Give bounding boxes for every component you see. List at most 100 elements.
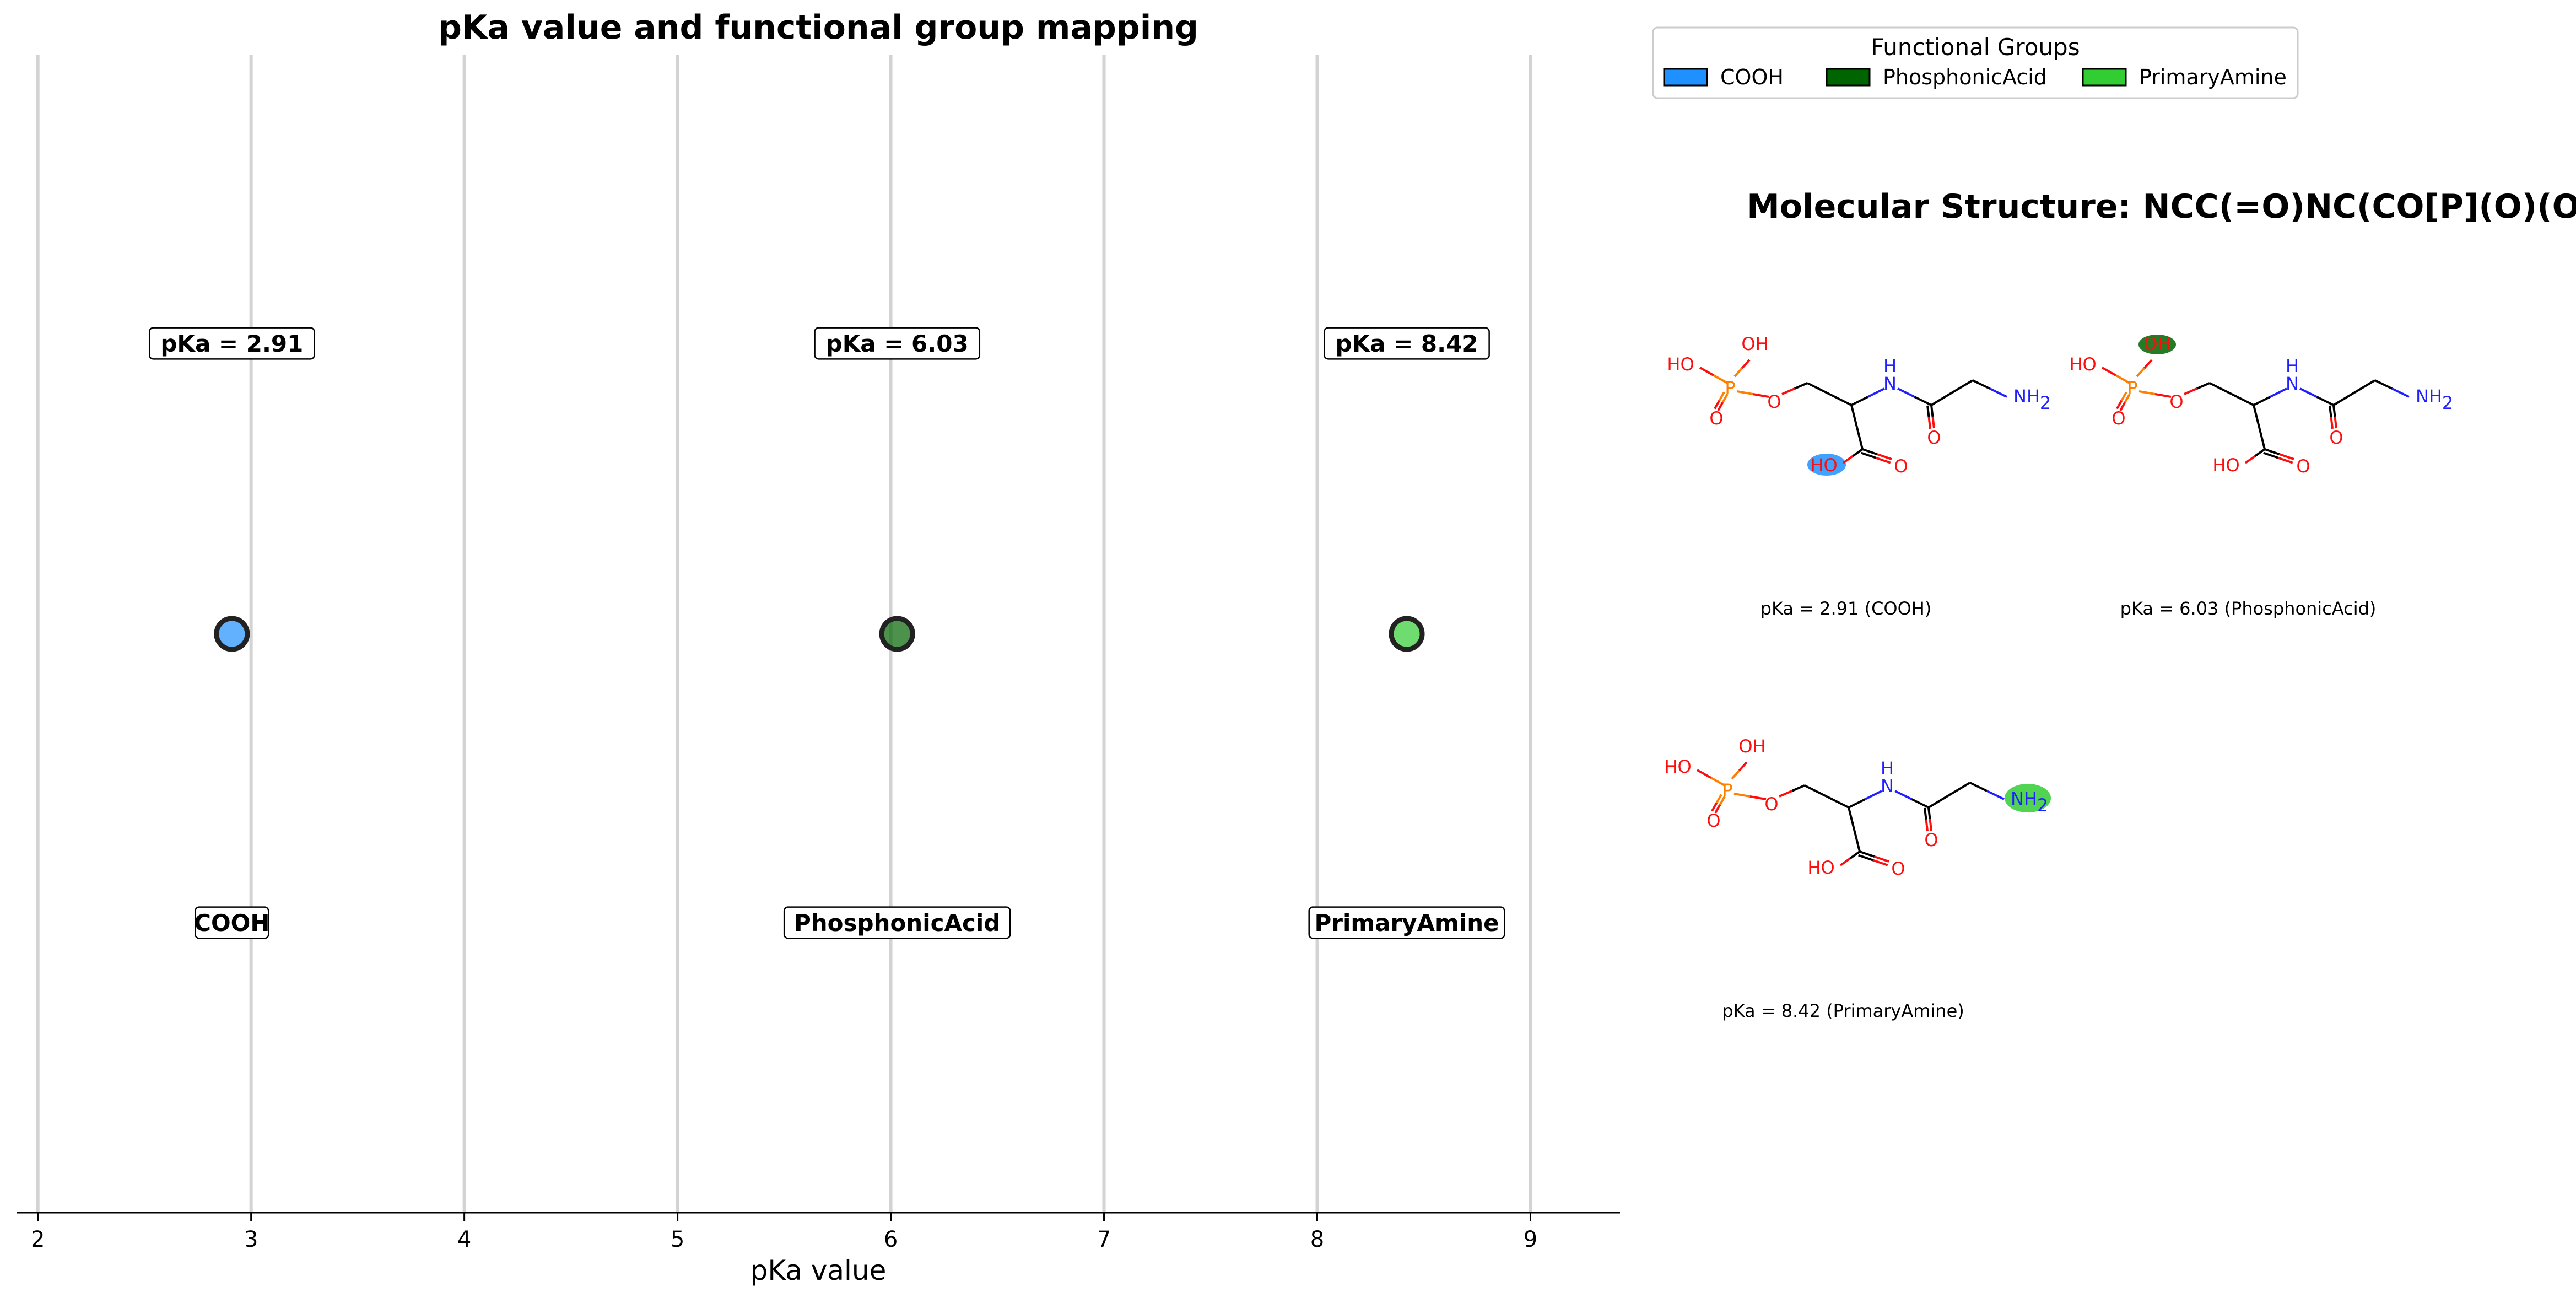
atom-label: O xyxy=(1894,456,1908,477)
atom-label: HO xyxy=(2069,354,2096,375)
bond xyxy=(2253,396,2271,406)
bond xyxy=(1717,402,1724,411)
legend-swatch xyxy=(1663,68,1708,87)
bond xyxy=(1738,761,1748,772)
data-point xyxy=(1389,616,1425,652)
pka-value-label-text: pKa = 6.03 xyxy=(826,330,969,357)
atom-label: H xyxy=(2286,356,2299,376)
bond xyxy=(1931,416,1935,429)
bond xyxy=(1875,456,1891,464)
x-axis-ticks: 2 3 4 5 6 7 8 9 xyxy=(31,1213,1537,1252)
bond xyxy=(2138,390,2156,395)
bond xyxy=(1749,795,1767,800)
legend-items: COOH PhosphonicAcid PrimaryAmine xyxy=(1663,65,2287,89)
legend: Functional Groups COOH PhosphonicAcid Prim… xyxy=(1652,26,2299,99)
structure-caption: pKa = 6.03 (PhosphonicAcid) xyxy=(2120,598,2377,619)
bond xyxy=(1804,784,1827,798)
legend-item-label: PhosphonicAcid xyxy=(1883,65,2047,89)
data-marks: pKa = 2.91 COOH pKa = 6.03 PhosphonicAcid pK… xyxy=(148,327,1505,939)
atom-label: O xyxy=(2296,456,2310,477)
atom-label: N xyxy=(2286,373,2299,394)
bond xyxy=(1989,387,2007,398)
atom-label: N xyxy=(1881,776,1894,796)
bond xyxy=(2332,405,2336,417)
bond xyxy=(1711,802,1718,812)
bond xyxy=(2332,391,2355,406)
bond xyxy=(2231,393,2254,406)
atom-label: H xyxy=(1881,758,1894,779)
atom-label: O xyxy=(2111,408,2125,429)
legend-item-label: PrimaryAmine xyxy=(2139,65,2287,89)
bond xyxy=(2299,387,2318,398)
x-tick-label: 4 xyxy=(457,1227,471,1252)
bond xyxy=(1733,367,1743,378)
bond xyxy=(2277,456,2293,464)
pka-value-label: pKa = 6.03 xyxy=(814,327,981,360)
bond xyxy=(2278,453,2294,460)
atom-label: O xyxy=(1764,794,1778,815)
bond xyxy=(1925,819,1929,832)
atom-label: H xyxy=(1883,356,1897,376)
bond xyxy=(2184,387,2197,395)
bond xyxy=(1926,405,1930,418)
x-tick-label: 6 xyxy=(884,1227,898,1252)
atom-label: O xyxy=(1927,427,1941,448)
atom-label: HO xyxy=(2212,455,2239,476)
bond xyxy=(1697,769,1711,779)
atom-label: O xyxy=(1709,408,1723,429)
atom-label: HO xyxy=(1810,455,1837,476)
legend-swatch xyxy=(1826,68,1871,87)
highlight-ellipse xyxy=(2005,784,2051,812)
vertical-gridlines xyxy=(36,55,1532,1213)
bond xyxy=(1731,769,1740,780)
atom-label: O xyxy=(2169,391,2183,412)
atom-label: OH xyxy=(2143,333,2170,354)
x-tick-label: 7 xyxy=(1097,1227,1111,1252)
legend-item-label: COOH xyxy=(1720,65,1784,89)
bond xyxy=(1710,777,1725,787)
bond xyxy=(1699,367,1714,376)
atom-label: NH xyxy=(2011,788,2037,809)
group-name-label: PhosphonicAcid xyxy=(783,906,1011,939)
atom-label: 2 xyxy=(2040,392,2051,413)
bond xyxy=(2258,427,2266,450)
bond xyxy=(1930,391,1953,406)
bond xyxy=(1924,807,1927,820)
pka-value-label: pKa = 2.91 xyxy=(148,327,315,360)
bond xyxy=(1791,784,1805,792)
bond xyxy=(1911,798,1929,809)
bond xyxy=(2263,451,2278,459)
structure-caption: pKa = 8.42 (PrimaryAmine) xyxy=(1722,1000,1964,1021)
bond xyxy=(1972,379,1990,390)
bond xyxy=(1914,396,1932,406)
atom-label: P xyxy=(1725,378,1735,399)
bond xyxy=(1852,448,1864,457)
bond xyxy=(1853,829,1861,852)
x-tick-label: 8 xyxy=(1310,1227,1324,1252)
bond xyxy=(1876,453,1892,460)
bond xyxy=(1807,382,1830,395)
bond xyxy=(1862,448,1878,455)
bond xyxy=(1829,393,1852,406)
bond xyxy=(2330,417,2334,429)
bond xyxy=(1929,819,1932,831)
data-point xyxy=(879,616,915,652)
atom-label: O xyxy=(1767,391,1781,412)
bond xyxy=(2270,387,2287,398)
highlight-ellipse xyxy=(2138,335,2176,354)
atom-label: OH xyxy=(1738,736,1765,757)
pka-value-label-frame xyxy=(148,327,315,360)
bond xyxy=(1861,451,1876,459)
atom-label: HO xyxy=(1667,354,1694,375)
bond xyxy=(1779,790,1792,798)
bond xyxy=(2124,394,2131,403)
bond xyxy=(2264,448,2280,455)
bond xyxy=(2254,448,2266,457)
bond xyxy=(2154,393,2172,398)
pka-value-label: pKa = 8.42 xyxy=(1324,327,1490,360)
bond xyxy=(1867,387,1885,398)
bond xyxy=(2209,382,2232,395)
bond xyxy=(1719,796,1726,805)
group-name-label-text: PrimaryAmine xyxy=(1314,909,1499,936)
